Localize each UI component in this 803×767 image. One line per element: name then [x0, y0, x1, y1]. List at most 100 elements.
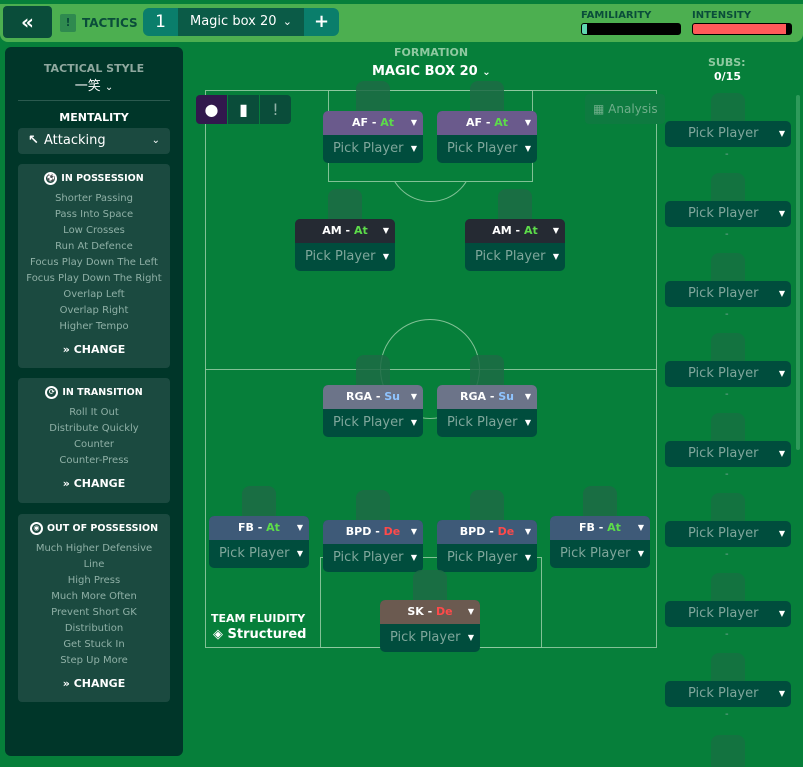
sub-pick-player-dropdown[interactable]: Pick Player ▼: [665, 361, 791, 387]
formation-dropdown[interactable]: MAGIC BOX 20 ⌄: [372, 64, 491, 79]
sub-pick-player-dropdown[interactable]: Pick Player ▼: [665, 121, 791, 147]
role-name: BPD: [345, 525, 372, 538]
caret-down-icon: ▼: [382, 226, 389, 235]
attacking-arrow-icon: ↖: [28, 133, 39, 148]
pick-player-label: Pick Player: [333, 415, 404, 430]
instructions-view-button[interactable]: !: [259, 95, 291, 124]
change-button[interactable]: » CHANGE: [18, 677, 170, 690]
pick-player-dropdown[interactable]: Pick Player ▼: [380, 624, 480, 652]
change-label: CHANGE: [73, 343, 126, 356]
sub-pick-player-dropdown[interactable]: Pick Player ▼: [665, 681, 791, 707]
change-button[interactable]: » CHANGE: [18, 343, 170, 356]
role-dropdown[interactable]: FB - At ▼: [550, 516, 650, 540]
instruction-item: Step Up More: [60, 655, 128, 666]
position-slot: RGA - Su ▼ Pick Player ▼: [323, 385, 423, 437]
role-dropdown[interactable]: AM - At ▼: [465, 219, 565, 243]
sub-pick-player-dropdown[interactable]: Pick Player ▼: [665, 281, 791, 307]
role-name: AM: [322, 224, 342, 237]
role-separator: -: [423, 605, 437, 618]
tactical-style-label: TACTICAL STYLE: [43, 62, 145, 75]
role-dropdown[interactable]: AF - At ▼: [437, 111, 537, 135]
shirt-icon: [711, 333, 745, 365]
tactic-name-dropdown[interactable]: Magic box 20 ⌄: [178, 8, 304, 36]
defence-icon: ◉: [29, 522, 43, 535]
subs-scrollbar[interactable]: [796, 95, 800, 450]
caret-down-icon: ▼: [410, 118, 417, 127]
pick-player-dropdown[interactable]: Pick Player ▼: [437, 135, 537, 163]
role-separator: -: [368, 116, 381, 129]
pick-player-dropdown[interactable]: Pick Player ▼: [323, 409, 423, 437]
role-dropdown[interactable]: AM - At ▼: [295, 219, 395, 243]
pick-player-label: Pick Player: [688, 446, 759, 461]
sub-empty-marker: -: [725, 309, 729, 320]
role-dropdown[interactable]: RGA - Su ▼: [323, 385, 423, 409]
sub-pick-player-dropdown[interactable]: Pick Player ▼: [665, 201, 791, 227]
intensity-bar[interactable]: [692, 23, 792, 35]
instruction-list: Shorter Passing Pass Into Space Low Crosse…: [18, 191, 170, 335]
pick-player-label: Pick Player: [688, 366, 759, 381]
pick-player-label: Pick Player: [219, 546, 290, 561]
change-button[interactable]: » CHANGE: [18, 477, 170, 490]
role-dropdown[interactable]: BPD - De ▼: [437, 520, 537, 544]
back-button[interactable]: «: [3, 6, 52, 38]
mentality-dropdown[interactable]: ↖ Attacking ⌄: [18, 128, 170, 154]
pick-player-dropdown[interactable]: Pick Player ▼: [437, 544, 537, 572]
duty-name: At: [607, 521, 621, 534]
pick-player-dropdown[interactable]: Pick Player ▼: [209, 540, 309, 568]
player-view-button[interactable]: ●: [196, 95, 227, 124]
instruction-list: Roll It Out Distribute Quickly Counter Coun…: [18, 405, 170, 469]
add-tactic-button[interactable]: +: [313, 11, 330, 32]
instruction-item: High Press: [67, 575, 121, 586]
caret-down-icon: ▼: [778, 369, 785, 378]
instruction-item: Much More Often: [51, 591, 137, 602]
formation-name: MAGIC BOX 20: [372, 64, 478, 79]
pick-player-dropdown[interactable]: Pick Player ▼: [323, 544, 423, 572]
sub-empty-marker: -: [725, 389, 729, 400]
role-separator: -: [253, 521, 267, 534]
caret-down-icon: ▼: [637, 549, 644, 558]
stats-view-button[interactable]: ▮: [227, 95, 259, 124]
pick-player-dropdown[interactable]: Pick Player ▼: [295, 243, 395, 271]
pick-player-dropdown[interactable]: Pick Player ▼: [323, 135, 423, 163]
shirt-icon: [711, 93, 745, 125]
sub-pick-player-dropdown[interactable]: Pick Player ▼: [665, 601, 791, 627]
formation-label: FORMATION: [394, 46, 469, 59]
shirt-icon: [356, 490, 390, 522]
caret-down-icon: ▼: [524, 418, 531, 427]
caret-down-icon: ▼: [778, 289, 785, 298]
sub-pick-player-dropdown[interactable]: Pick Player ▼: [665, 441, 791, 467]
role-name: RGA: [459, 390, 486, 403]
shirt-icon: [470, 355, 504, 387]
out-of-possession-card: ◉ OUT OF POSSESSION Much Higher Defensive L…: [18, 514, 170, 702]
tactical-style-dropdown[interactable]: 一笑 ⌄: [5, 75, 183, 94]
role-dropdown[interactable]: AF - At ▼: [323, 111, 423, 135]
role-dropdown[interactable]: RGA - Su ▼: [437, 385, 537, 409]
duty-name: At: [380, 116, 395, 129]
instruction-item: Shorter Passing: [55, 193, 133, 204]
double-chevron-right-icon: »: [62, 477, 74, 490]
tactic-slot[interactable]: 1: [155, 12, 166, 32]
position-slot: RGA - Su ▼ Pick Player ▼: [437, 385, 537, 437]
role-dropdown[interactable]: BPD - De ▼: [323, 520, 423, 544]
role-dropdown[interactable]: SK - De ▼: [380, 600, 480, 624]
tactic-selector[interactable]: 1 Magic box 20 ⌄ +: [143, 8, 339, 36]
tactical-style-value: 一笑: [74, 79, 101, 94]
shirt-icon: [470, 81, 504, 113]
instruction-item: Low Crosses: [63, 225, 125, 236]
pick-player-dropdown[interactable]: Pick Player ▼: [437, 409, 537, 437]
role-dropdown[interactable]: FB - At ▼: [209, 516, 309, 540]
sub-pick-player-dropdown[interactable]: Pick Player ▼: [665, 521, 791, 547]
pick-player-label: Pick Player: [333, 550, 404, 565]
pick-player-label: Pick Player: [688, 686, 759, 701]
position-slot: SK - De ▼ Pick Player ▼: [380, 600, 480, 652]
pick-player-dropdown[interactable]: Pick Player ▼: [465, 243, 565, 271]
shirt-icon: [242, 486, 276, 518]
caret-down-icon: ▼: [778, 689, 785, 698]
pick-player-label: Pick Player: [447, 550, 518, 565]
instruction-item: Focus Play Down The Left: [30, 257, 158, 268]
instruction-item: Pass Into Space: [54, 209, 134, 220]
analysis-button[interactable]: ▦ Analysis: [585, 94, 665, 124]
familiarity-bar[interactable]: [581, 23, 681, 35]
caret-down-icon: ▼: [637, 523, 644, 532]
pick-player-dropdown[interactable]: Pick Player ▼: [550, 540, 650, 568]
